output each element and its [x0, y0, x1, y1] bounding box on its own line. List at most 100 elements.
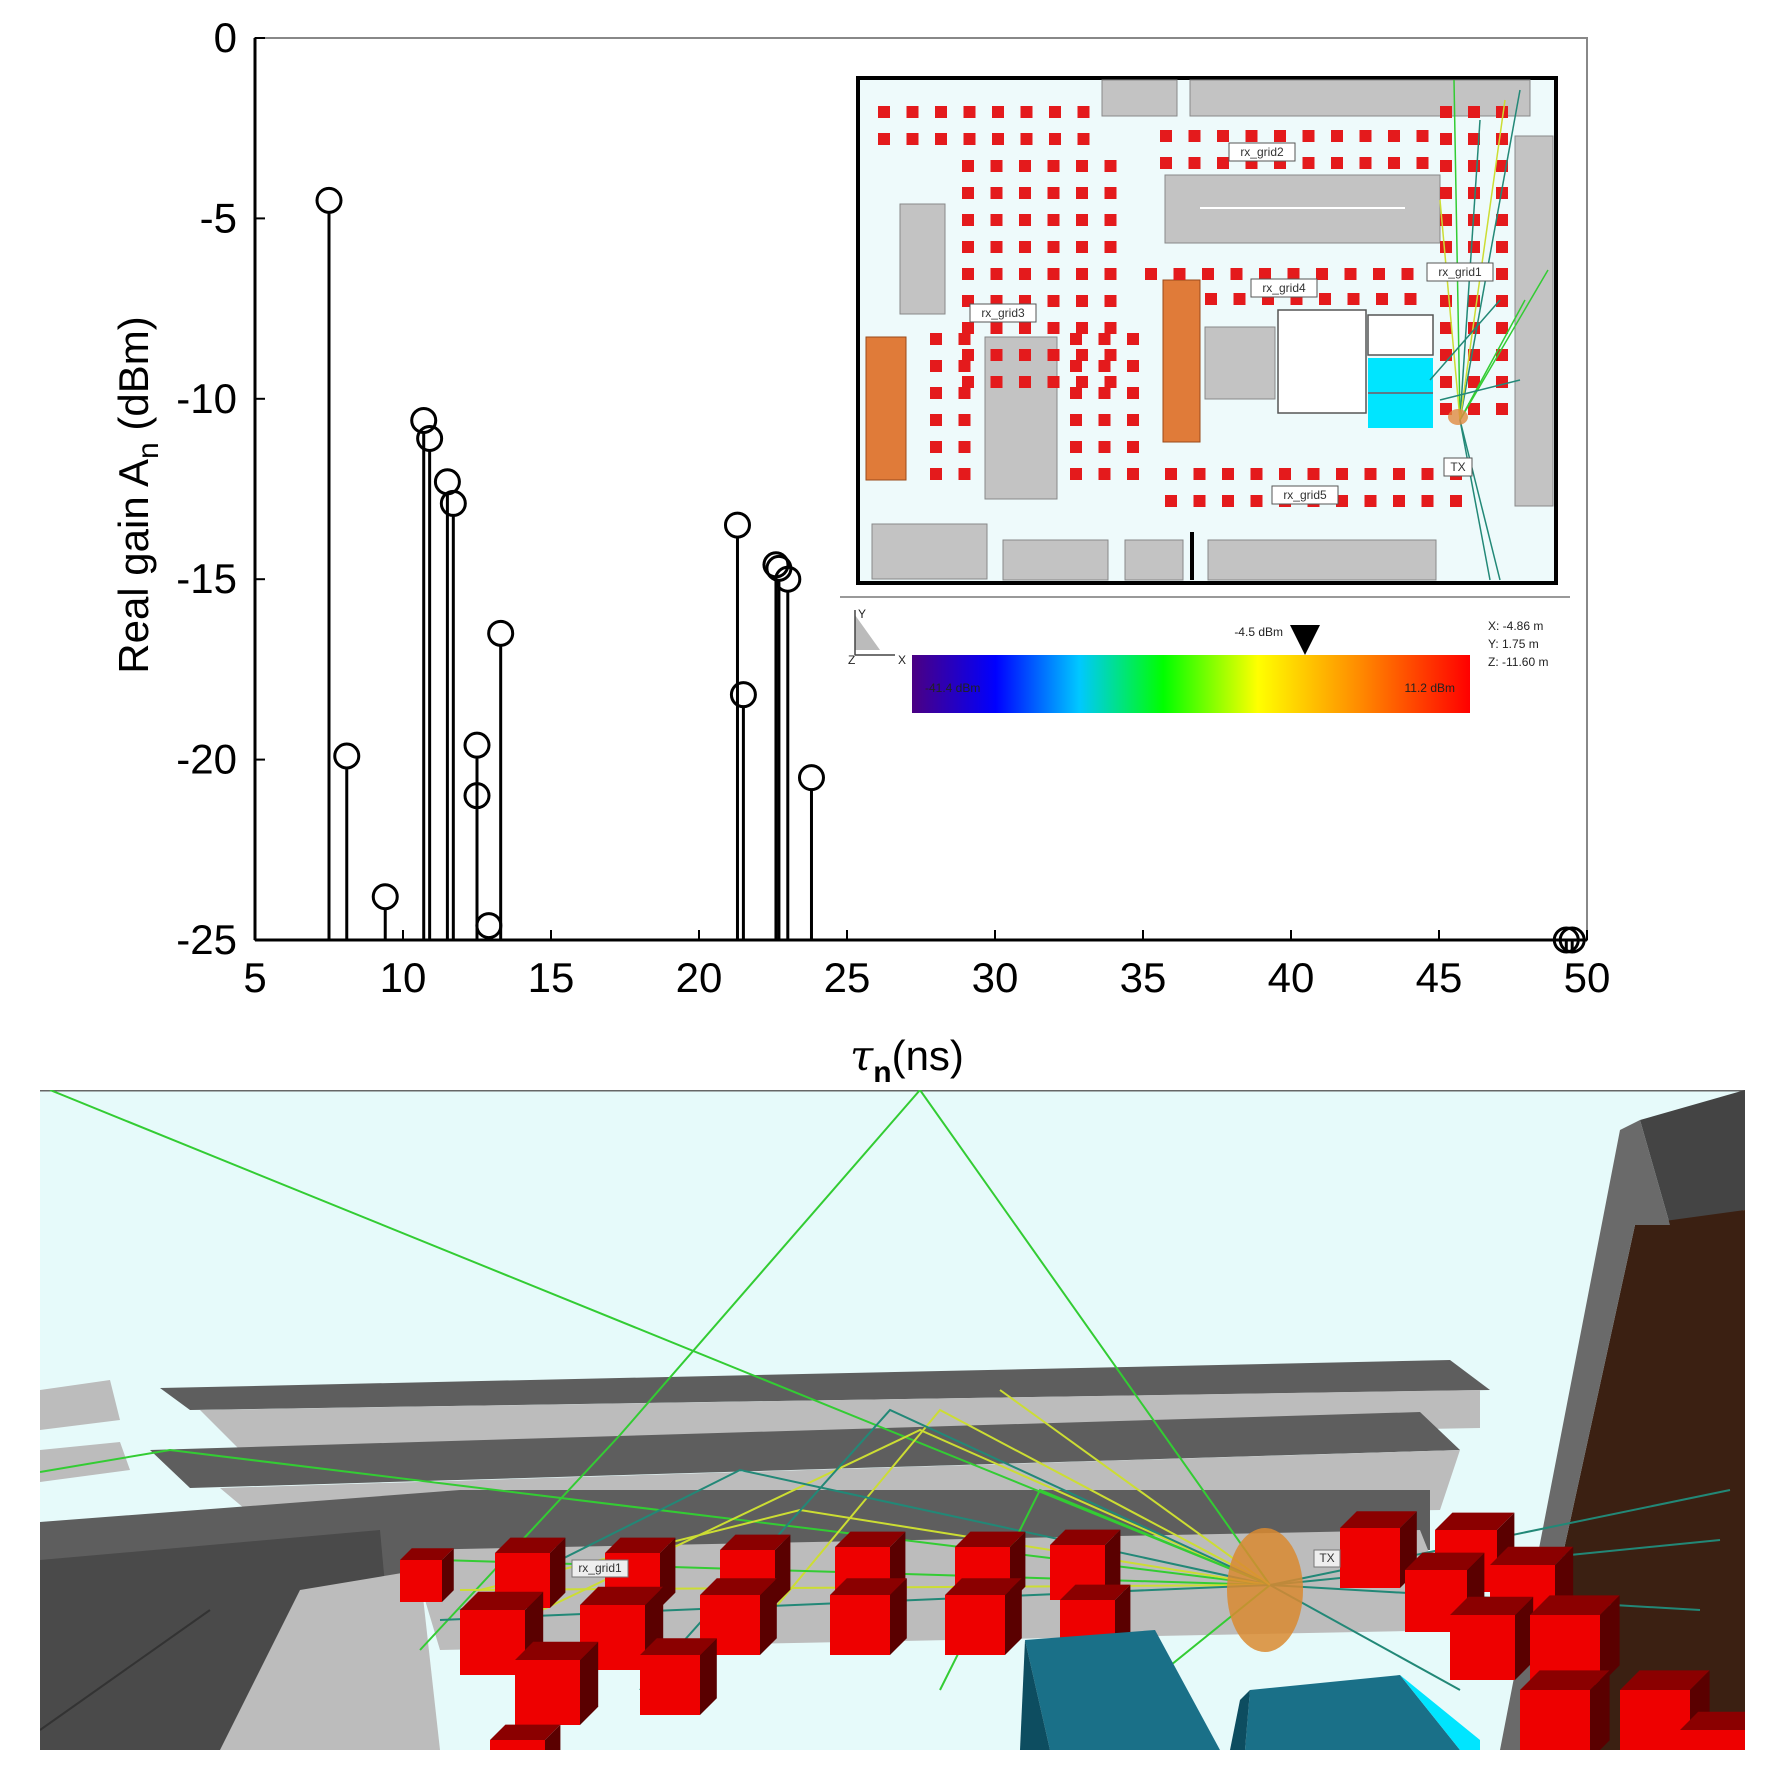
rx-cube-top — [720, 1534, 791, 1550]
tx-antenna-pattern — [1227, 1528, 1303, 1652]
stem-marker — [729, 681, 757, 709]
rx-point — [1049, 133, 1061, 145]
rx-cube-front — [460, 1610, 525, 1675]
scene-labels: rx_grid1 TX — [571, 1549, 1341, 1578]
colorbar-min: -41.4 dBm — [925, 681, 980, 695]
rx-point — [1104, 187, 1117, 199]
inset-labels: rx_grid2 rx_grid1 rx_grid4 rx_grid3 TX rx_gri… — [969, 142, 1494, 505]
axis-z-label: Z — [848, 653, 855, 667]
rx-point — [1047, 295, 1060, 307]
rx-cube-front — [400, 1560, 442, 1602]
rx-point — [962, 376, 974, 388]
rx-point — [1331, 157, 1343, 169]
rx-point — [1468, 295, 1480, 307]
rx-cube-top — [495, 1537, 566, 1553]
rx-point — [1393, 468, 1405, 480]
ray — [49, 1090, 1271, 1586]
rx-point — [1307, 468, 1320, 480]
scene-label-box — [571, 1559, 629, 1578]
scene-rx-cubes — [400, 1511, 1745, 1750]
stem-marker — [723, 511, 751, 539]
rx-cube-side — [1515, 1596, 1534, 1680]
rx-point — [1047, 160, 1060, 172]
cyan-block-top — [1025, 1630, 1220, 1750]
scene-label-box — [1313, 1549, 1341, 1568]
ray — [1439, 199, 1461, 421]
building — [1124, 539, 1184, 581]
ray — [1459, 419, 1491, 581]
rx-point — [1070, 468, 1082, 480]
building — [984, 336, 1058, 500]
rx-point — [1468, 160, 1480, 172]
rx-point — [1496, 268, 1508, 280]
inset-label-box — [1271, 485, 1339, 505]
rx-cube-side — [1600, 1595, 1620, 1685]
rx-point — [1047, 349, 1060, 361]
rx-point — [1047, 376, 1060, 388]
floor-slab — [150, 1412, 1460, 1488]
x-axis-unit: (ns) — [892, 1032, 964, 1079]
rx-point — [962, 160, 974, 172]
rx-point — [1104, 322, 1117, 334]
rx-cube-top — [700, 1578, 777, 1595]
rx-point — [930, 468, 942, 480]
rx-point — [1076, 214, 1088, 226]
y-tick-label: -5 — [200, 194, 237, 241]
rx-point — [962, 349, 974, 361]
rx-point — [1496, 322, 1508, 334]
rx-cube-top — [830, 1578, 907, 1595]
rx-point — [962, 187, 974, 199]
ray — [619, 1090, 1271, 1586]
rx-point — [1421, 495, 1434, 507]
rx-point — [1468, 133, 1480, 145]
building — [1101, 79, 1178, 117]
rx-point — [963, 133, 976, 145]
axis-ticks: 5 10 15 20 25 30 35 40 45 50 0 -5 -10 -15 -20 -25 — [176, 14, 1610, 1001]
inset-floorplan: rx_grid2 rx_grid1 rx_grid4 rx_grid3 TX rx_gri… — [840, 76, 1570, 713]
rx-point — [1347, 293, 1360, 305]
rx-point — [1193, 468, 1206, 480]
colorbar-marker-icon — [1290, 625, 1320, 655]
inset-label-box — [1250, 278, 1318, 298]
rx-point — [1127, 441, 1139, 453]
coord-y: Y: 1.75 m — [1488, 637, 1539, 651]
x-tick-label: 10 — [380, 954, 427, 1001]
right-wall — [1640, 1090, 1745, 1225]
building — [1514, 135, 1554, 507]
stem-marker — [410, 406, 438, 434]
rx-point — [1468, 376, 1480, 388]
rx-cube-side — [1005, 1578, 1022, 1655]
rx-point — [1468, 241, 1480, 253]
inset-label-box — [1443, 457, 1473, 477]
floor-slab — [40, 1442, 130, 1482]
rx-point — [1104, 160, 1117, 172]
rx-cube-side — [890, 1578, 907, 1655]
rx-point — [1070, 333, 1082, 345]
rx-point — [1468, 403, 1480, 415]
y-axis-sub: n — [132, 442, 165, 459]
rx-point — [1274, 130, 1286, 142]
rx-point — [1388, 130, 1400, 142]
inset-rx-grids — [878, 106, 1508, 507]
rx-cube-front — [1680, 1730, 1745, 1750]
rx-cube-top — [1405, 1552, 1485, 1570]
rx-cube-top — [515, 1641, 599, 1660]
building — [871, 523, 988, 580]
rx-point — [1127, 333, 1139, 345]
inset-label-box — [969, 303, 1037, 323]
ray — [1439, 379, 1521, 401]
rx-point — [1047, 187, 1060, 199]
ray — [1459, 99, 1506, 421]
rx-cube-front — [515, 1660, 580, 1725]
rx-point — [935, 106, 947, 118]
rx-point — [906, 133, 919, 145]
rx-point — [1440, 403, 1452, 415]
rx-point — [1279, 468, 1291, 480]
rx-point — [1127, 387, 1139, 399]
ray — [1453, 79, 1461, 421]
rx-point — [990, 322, 1003, 334]
rx-point — [1217, 130, 1229, 142]
rx-point — [1077, 133, 1090, 145]
inset-label: TX — [1450, 460, 1465, 474]
rx-point — [1098, 333, 1111, 345]
